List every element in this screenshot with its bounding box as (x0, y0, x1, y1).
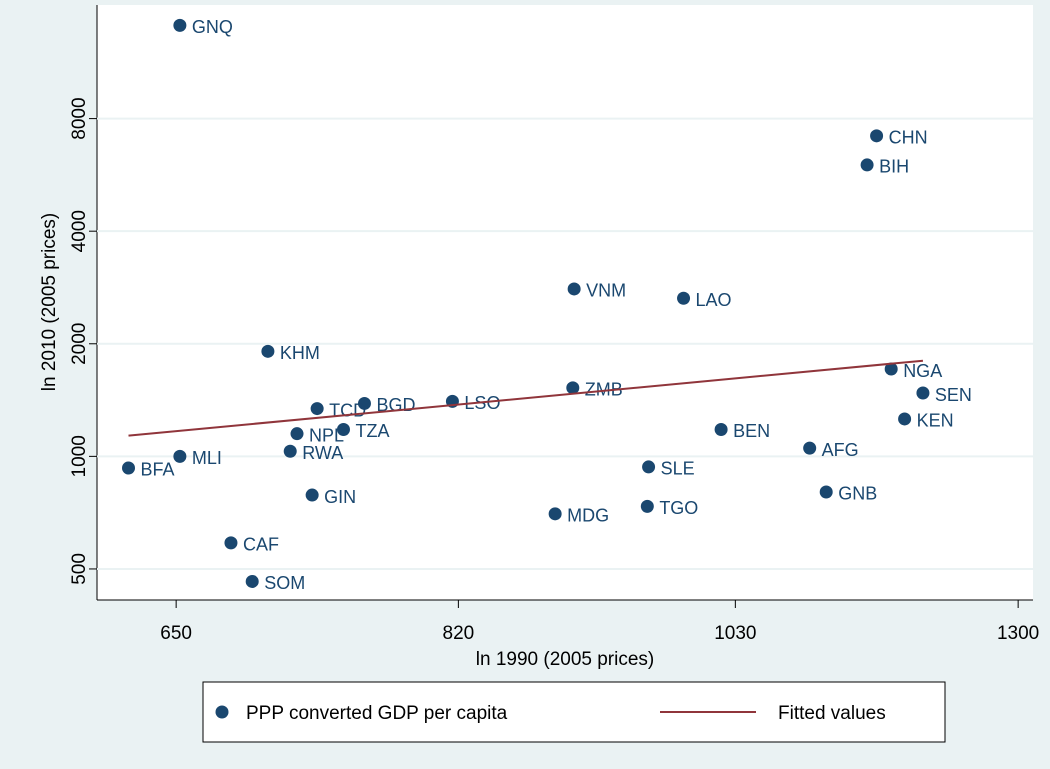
point (224, 536, 238, 550)
y-tick-label: 2000 (69, 323, 90, 365)
plot-area (97, 5, 1033, 600)
point-label: BIH (879, 157, 909, 177)
point (860, 158, 874, 172)
point (305, 488, 319, 502)
point (261, 344, 275, 358)
point-label: RWA (302, 443, 343, 463)
x-tick-label: 650 (160, 623, 192, 644)
point (283, 444, 297, 458)
point (310, 402, 324, 416)
x-tick-label: 820 (443, 623, 475, 644)
point-label: ZMB (585, 380, 623, 400)
point-label: SLE (661, 459, 695, 479)
x-tick-label: 1300 (997, 623, 1039, 644)
point (803, 441, 817, 455)
legend-swatch (215, 705, 229, 719)
point-label: KHM (280, 343, 320, 363)
point (819, 485, 833, 499)
point (870, 129, 884, 143)
point-label: SOM (264, 573, 305, 593)
y-tick-label: 8000 (69, 97, 90, 139)
point (173, 449, 187, 463)
legend-label: Fitted values (778, 703, 886, 724)
point-label: TGO (659, 498, 698, 518)
point-label: KEN (917, 411, 954, 431)
point-label: NGA (903, 361, 942, 381)
point-label: BFA (141, 460, 175, 480)
point (566, 381, 580, 395)
point-label: GNB (838, 484, 877, 504)
point-label: MDG (567, 506, 609, 526)
point (336, 422, 350, 436)
legend (202, 681, 946, 743)
point-label: GIN (324, 487, 356, 507)
point (898, 412, 912, 426)
point-label: SEN (935, 385, 972, 405)
x-axis-title: ln 1990 (2005 prices) (476, 649, 655, 670)
point-label: MLI (192, 448, 222, 468)
y-tick-label: 1000 (69, 435, 90, 477)
point (357, 396, 371, 410)
point-label: CAF (243, 535, 279, 555)
point (642, 460, 656, 474)
point (290, 427, 304, 441)
point-label: GNQ (192, 17, 233, 37)
point-label: AFG (822, 440, 859, 460)
point (640, 499, 654, 513)
point-label: TZA (355, 421, 389, 441)
point (916, 386, 930, 400)
fit-line (128, 359, 924, 437)
point-label: NPL (309, 425, 344, 445)
point (122, 461, 136, 475)
y-tick-label: 500 (69, 553, 90, 585)
point-label: VNM (586, 281, 626, 301)
point-label: CHN (889, 128, 928, 148)
y-axis-title: ln 2010 (2005 prices) (39, 213, 60, 392)
point-label: BEN (733, 421, 770, 441)
point (884, 362, 898, 376)
point (714, 422, 728, 436)
point (173, 18, 187, 32)
x-tick-label: 1030 (714, 623, 756, 644)
point (677, 291, 691, 305)
legend-label: PPP converted GDP per capita (246, 703, 508, 724)
point (567, 282, 581, 296)
y-tick-label: 4000 (69, 210, 90, 252)
point (548, 507, 562, 521)
point-label: TCD (329, 400, 366, 420)
point-label: LAO (696, 290, 732, 310)
point (245, 574, 259, 588)
